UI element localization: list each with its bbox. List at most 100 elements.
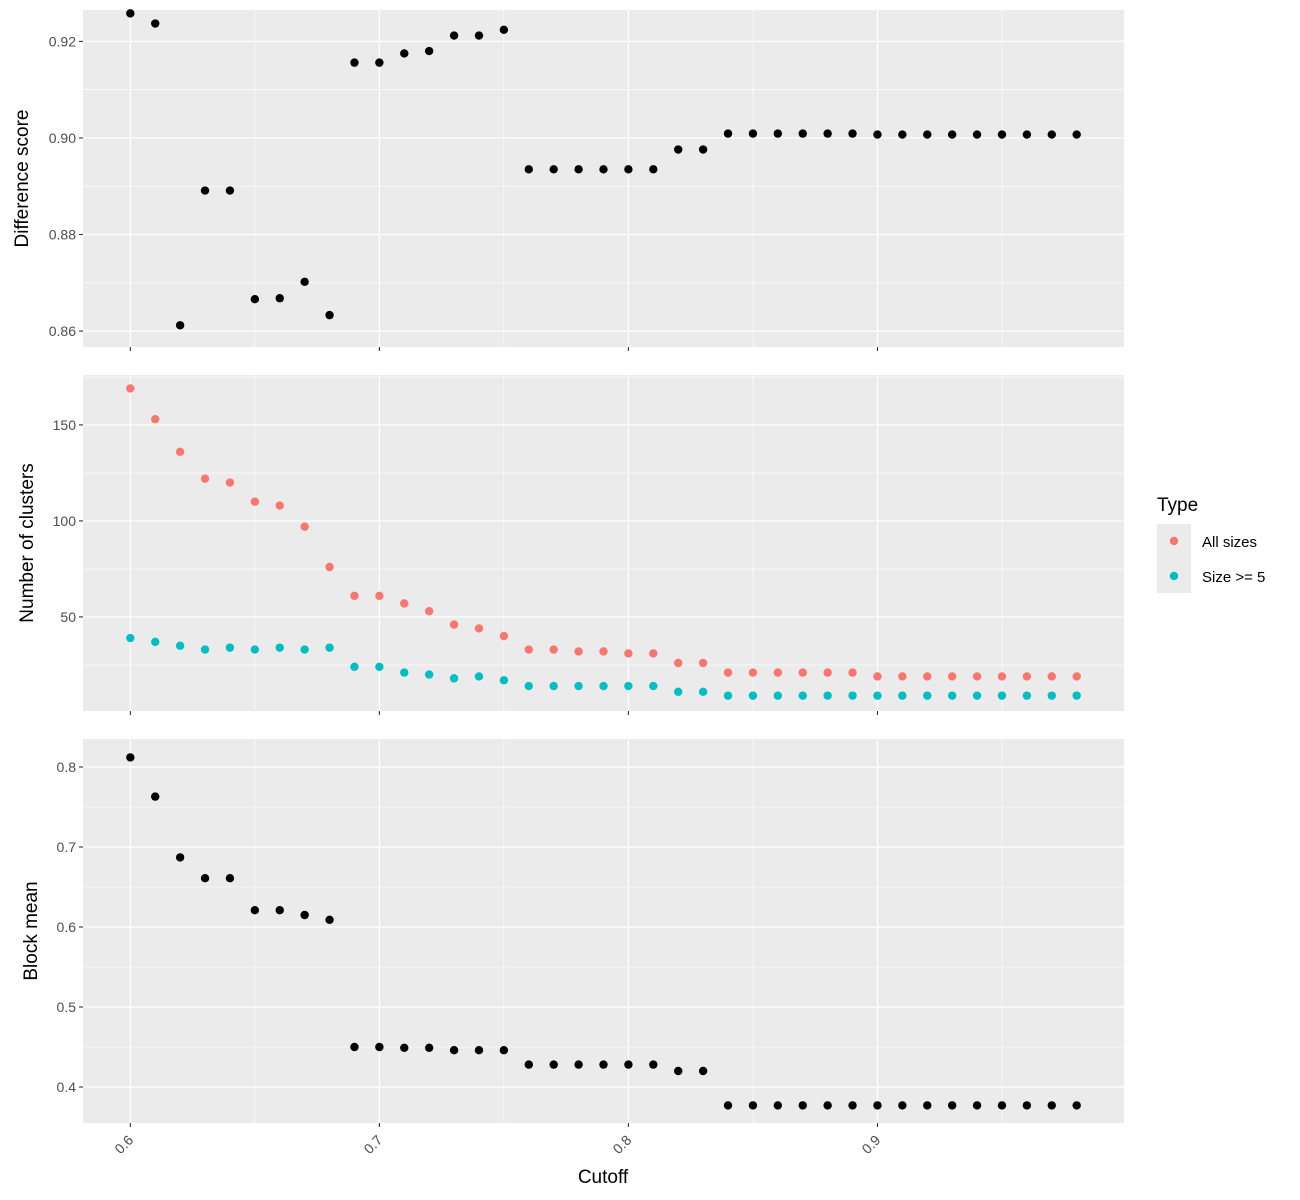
panel-background [83, 10, 1124, 347]
data-point [848, 668, 857, 677]
data-point [599, 681, 608, 691]
data-point [972, 691, 982, 700]
data-point [151, 792, 160, 801]
data-point [898, 130, 907, 139]
data-point [325, 915, 334, 924]
data-point [923, 130, 932, 139]
data-point [649, 681, 658, 691]
data-point [250, 295, 260, 304]
y-tick-label: 0.86 [49, 323, 76, 339]
x-tick-label: 0.8 [609, 1132, 634, 1157]
legend-label-size-5: Size >= 5 [1202, 569, 1265, 586]
data-point [449, 674, 459, 683]
data-point [1047, 1101, 1056, 1110]
data-point [350, 1042, 359, 1052]
data-point [350, 662, 359, 672]
data-point [474, 624, 484, 633]
data-point [947, 691, 957, 700]
data-point [674, 687, 683, 696]
data-point [1022, 672, 1032, 681]
data-point [350, 591, 359, 600]
data-point [474, 1046, 484, 1055]
data-point [748, 1101, 758, 1110]
data-point [1072, 130, 1081, 139]
data-point [225, 874, 235, 883]
data-point [823, 1101, 832, 1110]
data-point [400, 49, 409, 58]
data-point [798, 1101, 807, 1110]
series-1 [126, 753, 1081, 1110]
data-point [773, 1101, 783, 1110]
data-point [1072, 1101, 1081, 1110]
data-point [947, 672, 957, 681]
panel-2: 50 100 150 Number of clusters [17, 375, 1124, 715]
data-point [225, 478, 235, 487]
legend-key-size-5 [1169, 571, 1179, 581]
y-tick-label: 0.4 [57, 1079, 77, 1095]
data-point [773, 668, 783, 677]
data-point [499, 631, 509, 641]
data-point [1072, 672, 1081, 681]
y-tick-label: 0.90 [49, 130, 76, 146]
data-point [773, 691, 783, 700]
data-point [1047, 130, 1056, 139]
data-point [474, 672, 484, 681]
data-point [698, 145, 708, 154]
panel-background [83, 739, 1124, 1123]
data-point [674, 658, 683, 668]
series-1 [126, 9, 1081, 330]
panel-1: 0.86 0.88 0.90 0.92 Difference score [12, 9, 1124, 351]
data-point [1022, 691, 1032, 700]
y-tick-label: 0.5 [57, 999, 77, 1015]
legend-key-background [1157, 524, 1191, 593]
data-point [175, 641, 185, 650]
y-axis-title: Number of clusters [17, 463, 38, 622]
data-point [848, 691, 857, 700]
data-point [1072, 691, 1081, 700]
y-axis-title: Block mean [21, 881, 42, 980]
data-point [997, 130, 1007, 139]
data-point [375, 591, 384, 600]
data-point [200, 474, 210, 483]
data-point [624, 649, 633, 658]
data-point [574, 165, 583, 174]
data-point [375, 1042, 384, 1052]
data-point [300, 522, 309, 531]
data-point [449, 1046, 459, 1055]
data-point [923, 672, 932, 681]
data-point [375, 662, 384, 672]
y-tick-label: 0.6 [57, 919, 77, 935]
data-point [773, 129, 783, 138]
data-point [723, 668, 733, 677]
data-point [698, 687, 708, 696]
data-point [200, 645, 210, 654]
y-tick-label: 150 [53, 417, 77, 433]
data-point [524, 681, 533, 691]
x-tick-label: 0.7 [360, 1132, 385, 1157]
data-point [997, 691, 1007, 700]
data-point [972, 130, 982, 139]
data-point [126, 753, 135, 762]
data-point [275, 294, 284, 303]
x-axis-title: Cutoff [578, 1167, 629, 1188]
data-point [723, 129, 733, 138]
data-point [898, 1101, 907, 1110]
y-tick-label: 0.92 [49, 33, 76, 49]
data-point [250, 497, 260, 506]
data-point [225, 643, 235, 652]
legend-key-all-sizes [1169, 536, 1179, 546]
data-point [474, 31, 484, 40]
data-point [947, 130, 957, 139]
data-point [499, 25, 509, 34]
data-point [649, 165, 658, 174]
data-point [350, 58, 359, 67]
data-point [549, 1060, 558, 1069]
data-point [947, 1101, 957, 1110]
data-point [151, 637, 160, 647]
data-point [873, 672, 882, 681]
data-point [424, 1043, 434, 1053]
data-point [972, 1101, 982, 1110]
x-tick-label: 0.9 [858, 1132, 883, 1157]
data-point [723, 1101, 733, 1110]
